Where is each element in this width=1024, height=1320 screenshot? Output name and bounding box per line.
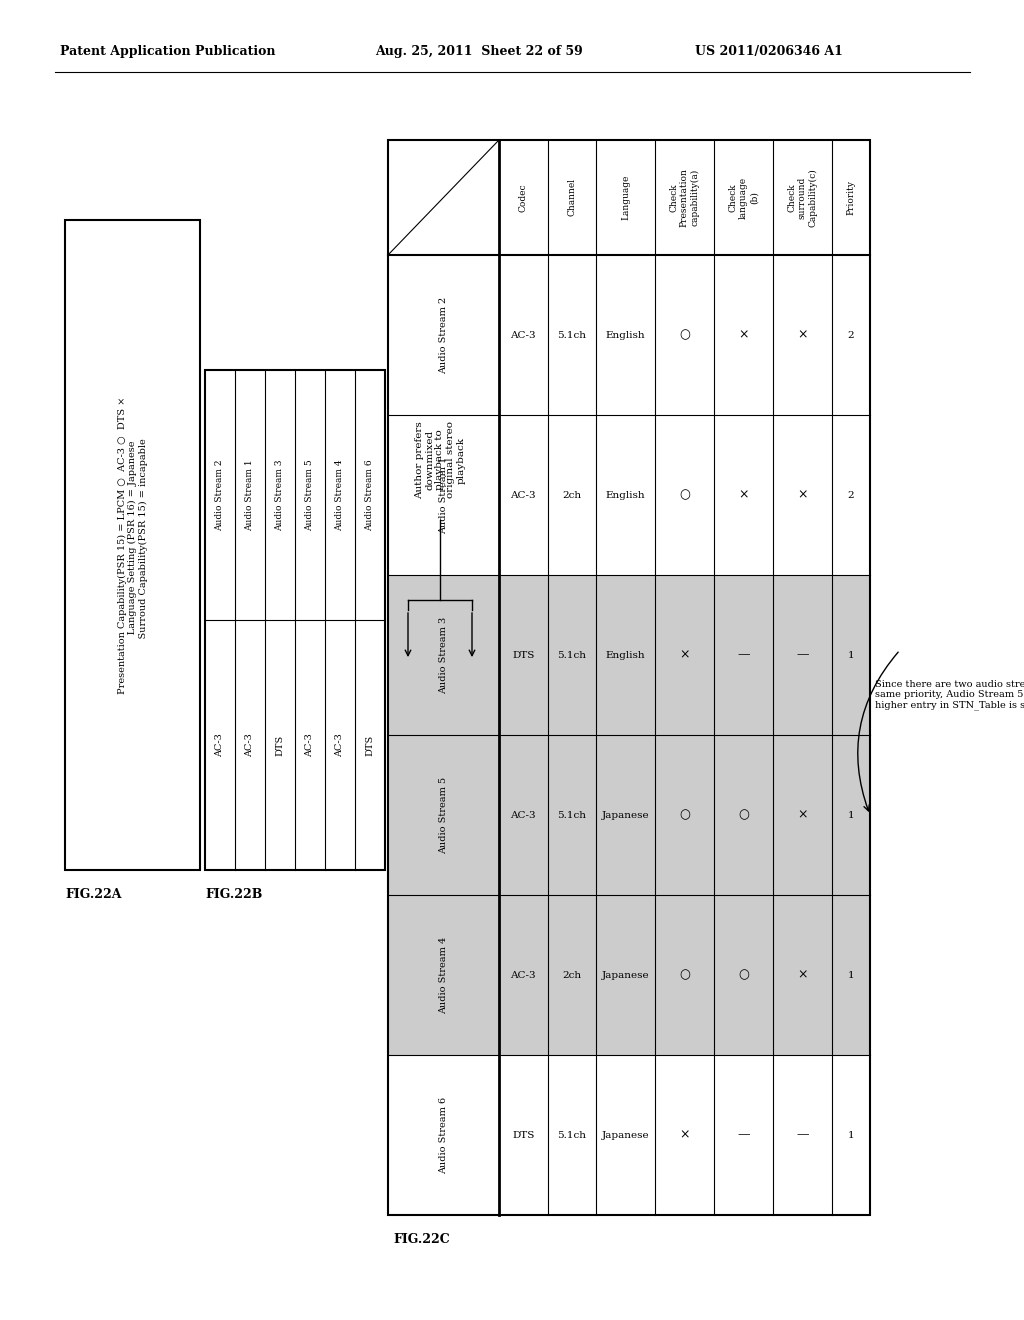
Text: AC-3: AC-3 xyxy=(510,970,536,979)
Text: Japanese: Japanese xyxy=(602,1130,649,1139)
Text: ×: × xyxy=(738,488,749,502)
Text: FIG.22C: FIG.22C xyxy=(393,1233,450,1246)
Text: English: English xyxy=(606,651,645,660)
Text: ○: ○ xyxy=(679,969,690,982)
Text: Check
surround
Capability(c): Check surround Capability(c) xyxy=(787,168,817,227)
Text: FIG.22A: FIG.22A xyxy=(65,888,122,902)
Text: ○: ○ xyxy=(679,329,690,342)
Text: AC-3: AC-3 xyxy=(510,330,536,339)
Text: DTS: DTS xyxy=(512,1130,535,1139)
Text: Priority: Priority xyxy=(847,180,855,215)
Text: Audio Stream 1: Audio Stream 1 xyxy=(246,459,255,531)
Text: —: — xyxy=(796,1129,809,1142)
Text: 1: 1 xyxy=(848,651,854,660)
Text: 5.1ch: 5.1ch xyxy=(557,651,587,660)
Text: AC-3: AC-3 xyxy=(215,733,224,756)
Text: ○: ○ xyxy=(738,808,749,821)
Text: ×: × xyxy=(797,488,808,502)
Text: Audio Stream 2: Audio Stream 2 xyxy=(439,297,447,374)
Text: Channel: Channel xyxy=(567,178,577,216)
Text: 5.1ch: 5.1ch xyxy=(557,1130,587,1139)
Text: ○: ○ xyxy=(679,808,690,821)
Text: ×: × xyxy=(679,648,690,661)
Text: Audio Stream 4: Audio Stream 4 xyxy=(439,936,447,1014)
Text: 1: 1 xyxy=(848,1130,854,1139)
Text: Check
Presentation
capability(a): Check Presentation capability(a) xyxy=(670,168,699,227)
Text: Author prefers
downmixed
playback to
original stereo
playback: Author prefers downmixed playback to ori… xyxy=(415,421,465,499)
Text: ×: × xyxy=(797,969,808,982)
Text: 1: 1 xyxy=(848,970,854,979)
Text: —: — xyxy=(737,1129,750,1142)
Text: AC-3: AC-3 xyxy=(510,810,536,820)
Text: 1: 1 xyxy=(848,810,854,820)
Text: Audio Stream 3: Audio Stream 3 xyxy=(275,459,285,531)
Text: AC-3: AC-3 xyxy=(246,733,255,756)
Text: Patent Application Publication: Patent Application Publication xyxy=(60,45,275,58)
Text: AC-3: AC-3 xyxy=(336,733,344,756)
Bar xyxy=(65,220,200,870)
Text: US 2011/0206346 A1: US 2011/0206346 A1 xyxy=(695,45,843,58)
Text: DTS: DTS xyxy=(512,651,535,660)
Text: ×: × xyxy=(797,329,808,342)
Text: Audio Stream 1: Audio Stream 1 xyxy=(439,457,447,533)
Text: DTS: DTS xyxy=(366,734,375,755)
Text: Audio Stream 5: Audio Stream 5 xyxy=(305,459,314,531)
Text: Audio Stream 6: Audio Stream 6 xyxy=(366,459,375,531)
Text: Language: Language xyxy=(621,174,630,220)
Text: 2ch: 2ch xyxy=(562,970,582,979)
Text: Japanese: Japanese xyxy=(602,970,649,979)
Bar xyxy=(205,370,385,870)
Bar xyxy=(388,895,870,1055)
Text: Japanese: Japanese xyxy=(602,810,649,820)
Text: Audio Stream 4: Audio Stream 4 xyxy=(336,459,344,531)
Text: ×: × xyxy=(797,808,808,821)
Text: Check
language
(b): Check language (b) xyxy=(728,177,759,219)
Text: ×: × xyxy=(738,329,749,342)
Text: 2: 2 xyxy=(848,491,854,499)
Text: English: English xyxy=(606,330,645,339)
Bar xyxy=(388,140,870,1214)
Text: 5.1ch: 5.1ch xyxy=(557,810,587,820)
Text: ×: × xyxy=(679,1129,690,1142)
Text: Aug. 25, 2011  Sheet 22 of 59: Aug. 25, 2011 Sheet 22 of 59 xyxy=(375,45,583,58)
Text: —: — xyxy=(796,648,809,661)
Text: DTS: DTS xyxy=(275,734,285,755)
Text: 5.1ch: 5.1ch xyxy=(557,330,587,339)
Text: AC-3: AC-3 xyxy=(305,733,314,756)
Text: AC-3: AC-3 xyxy=(510,491,536,499)
Text: Codec: Codec xyxy=(519,183,527,211)
Text: Audio Stream 5: Audio Stream 5 xyxy=(439,776,447,854)
Text: English: English xyxy=(606,491,645,499)
Text: 2: 2 xyxy=(848,330,854,339)
Text: Audio Stream 2: Audio Stream 2 xyxy=(215,459,224,531)
Text: Since there are two audio streams having
same priority, Audio Stream 5 having
hi: Since there are two audio streams having… xyxy=(874,680,1024,710)
Text: Audio Stream 6: Audio Stream 6 xyxy=(439,1097,447,1173)
Text: ○: ○ xyxy=(679,488,690,502)
Text: 2ch: 2ch xyxy=(562,491,582,499)
Bar xyxy=(388,735,870,895)
Text: Presentation Capability(PSR 15) = LPCM ○  AC-3 ○  DTS ×
     Language Setting (P: Presentation Capability(PSR 15) = LPCM ○… xyxy=(118,396,147,694)
Text: FIG.22B: FIG.22B xyxy=(205,888,262,902)
Bar xyxy=(388,576,870,735)
Text: ○: ○ xyxy=(738,969,749,982)
Text: Audio Stream 3: Audio Stream 3 xyxy=(439,616,447,693)
Text: —: — xyxy=(737,648,750,661)
